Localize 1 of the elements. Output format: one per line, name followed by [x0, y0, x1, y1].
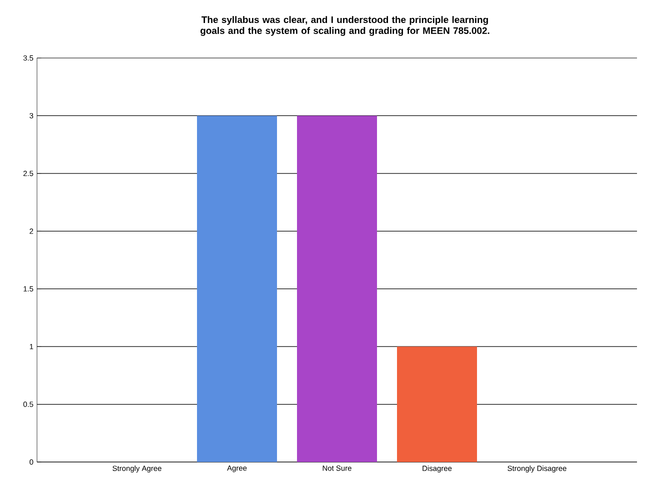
chart-title: The syllabus was clear, and I understood the principle learning goals and the system of scaling and grading for MEEN 785.002. [200, 16, 490, 36]
